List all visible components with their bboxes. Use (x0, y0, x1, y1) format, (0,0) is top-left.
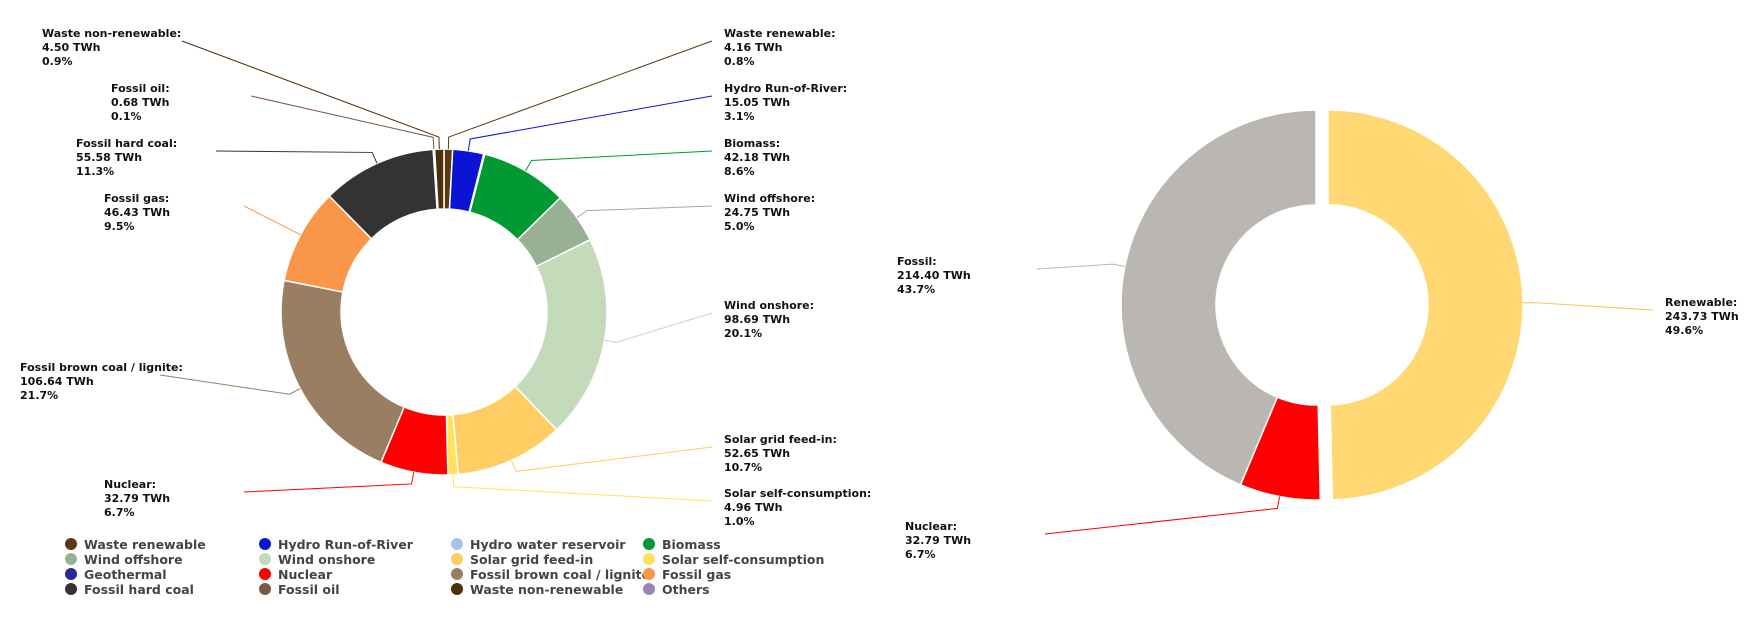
legend-label: Biomass (662, 537, 721, 552)
data-label-fossil-oil: Fossil oil: 0.68 TWh 0.1% (111, 82, 170, 123)
legend-label: Hydro Run-of-River (278, 537, 414, 552)
slice-fossil-brown-coal-lignite[interactable] (280, 279, 406, 464)
data-label-wind-offshore: Wind offshore: 24.75 TWh 5.0% (724, 192, 815, 233)
connector-hydro-run-of-river (467, 95, 713, 151)
connector-waste-non-renewable (181, 40, 440, 150)
connector-renewable (1522, 302, 1654, 311)
connector-waste-renewable (447, 40, 713, 150)
legend-item-solar-grid-feed-in[interactable]: Solar grid feed-in (451, 552, 593, 567)
legend-item-fossil-brown-coal-lignite[interactable]: Fossil brown coal / lignite (451, 567, 650, 582)
connector-fossil-gas (243, 205, 301, 236)
legend-marker (451, 553, 463, 565)
legend-marker (259, 568, 271, 580)
connector-biomass (525, 150, 713, 172)
legend-item-fossil-oil[interactable]: Fossil oil (259, 582, 340, 597)
legend-label: Geothermal (84, 567, 167, 582)
data-label-solar-self-consumption: Solar self-consumption: 4.96 TWh 1.0% (724, 487, 871, 528)
connector-solar-self-consumption (452, 474, 713, 502)
legend-label: Fossil gas (662, 567, 731, 582)
legend-marker (451, 538, 463, 550)
legend-item-biomass[interactable]: Biomass (643, 537, 721, 552)
legend-label: Fossil oil (278, 582, 340, 597)
slice-waste-non-renewable[interactable] (433, 148, 445, 210)
legend-label: Others (662, 582, 710, 597)
connector-wind-offshore (576, 205, 713, 219)
legend-marker (643, 553, 655, 565)
legend-label: Solar self-consumption (662, 552, 824, 567)
data-label-waste-renewable: Waste renewable: 4.16 TWh 0.8% (724, 27, 836, 68)
donut-chart-1: Waste renewable: 4.16 TWh 0.8% Hydro Run-of… (20, 27, 871, 528)
legend-marker (451, 583, 463, 595)
legend-label: Nuclear (278, 567, 333, 582)
data-label-fossil-gas: Fossil gas: 46.43 TWh 9.5% (104, 192, 170, 233)
connector-fossil-brown-coal-lignite (159, 374, 301, 395)
legend-item-fossil-hard-coal[interactable]: Fossil hard coal (65, 582, 194, 597)
data-label-fossil: Fossil: 214.40 TWh 43.7% (897, 255, 971, 296)
data-label-biomass: Biomass: 42.18 TWh 8.6% (724, 137, 790, 178)
connector-wind-onshore (604, 312, 713, 343)
legend-marker (451, 568, 463, 580)
data-label-solar-grid-feed-in: Solar grid feed-in: 52.65 TWh 10.7% (724, 433, 837, 474)
legend-label: Fossil hard coal (84, 582, 194, 597)
legend-marker (259, 538, 271, 550)
legend-label: Wind offshore (84, 552, 183, 567)
connector-nuclear (243, 472, 415, 493)
legend-item-solar-self-consumption[interactable]: Solar self-consumption (643, 552, 824, 567)
legend-item-wind-offshore[interactable]: Wind offshore (65, 552, 183, 567)
data-label-waste-non-renewable: Waste non-renewable: 4.50 TWh 0.9% (42, 27, 181, 68)
legend-item-nuclear[interactable]: Nuclear (259, 567, 333, 582)
legend-marker (643, 583, 655, 595)
connector-fossil (1036, 263, 1125, 270)
legend-marker (259, 553, 271, 565)
connector-nuclear (1044, 496, 1281, 535)
legend-item-waste-renewable[interactable]: Waste renewable (65, 537, 206, 552)
legend-label: Waste non-renewable (470, 582, 623, 597)
data-label-renewable: Renewable: 243.73 TWh 49.6% (1665, 296, 1739, 337)
slice-renewable[interactable] (1327, 109, 1524, 501)
legend-marker (65, 553, 77, 565)
legend-label: Wind onshore (278, 552, 375, 567)
legend-item-waste-non-renewable[interactable]: Waste non-renewable (451, 582, 623, 597)
donut-chart-2: Renewable: 243.73 TWh 49.6% Nuclear: 32.79 T… (897, 109, 1739, 561)
legend-item-hydro-water-reservoir[interactable]: Hydro water reservoir (451, 537, 626, 552)
legend-item-hydro-run-of-river[interactable]: Hydro Run-of-River (259, 537, 414, 552)
legend-item-geothermal[interactable]: Geothermal (65, 567, 167, 582)
legend-item-wind-onshore[interactable]: Wind onshore (259, 552, 375, 567)
data-label-wind-onshore: Wind onshore: 98.69 TWh 20.1% (724, 299, 814, 340)
legend-label: Waste renewable (84, 537, 206, 552)
legend-item-fossil-gas[interactable]: Fossil gas (643, 567, 731, 582)
connector-solar-grid-feed-in (510, 446, 713, 472)
legend-marker (65, 568, 77, 580)
legend-marker (65, 538, 77, 550)
legend-marker (65, 583, 77, 595)
data-label-fossil-hard-coal: Fossil hard coal: 55.58 TWh 11.3% (76, 137, 177, 178)
slice-fossil[interactable] (1120, 109, 1317, 486)
legend-label: Solar grid feed-in (470, 552, 593, 567)
legend-marker (643, 568, 655, 580)
data-label-nuclear: Nuclear: 32.79 TWh 6.7% (905, 520, 971, 561)
legend-item-others[interactable]: Others (643, 582, 710, 597)
connector-fossil-oil (250, 95, 435, 150)
legend-label: Fossil brown coal / lignite (470, 567, 650, 582)
legend: Waste renewable Hydro Run-of-River Hydro w… (65, 537, 824, 597)
data-label-nuclear: Nuclear: 32.79 TWh 6.7% (104, 478, 170, 519)
legend-marker (643, 538, 655, 550)
data-label-fossil-brown-coal-lignite: Fossil brown coal / lignite: 106.64 TWh 21… (20, 361, 183, 402)
data-label-hydro-run-of-river: Hydro Run-of-River: 15.05 TWh 3.1% (724, 82, 847, 123)
legend-marker (259, 583, 271, 595)
legend-label: Hydro water reservoir (470, 537, 626, 552)
connector-fossil-hard-coal (215, 150, 378, 164)
